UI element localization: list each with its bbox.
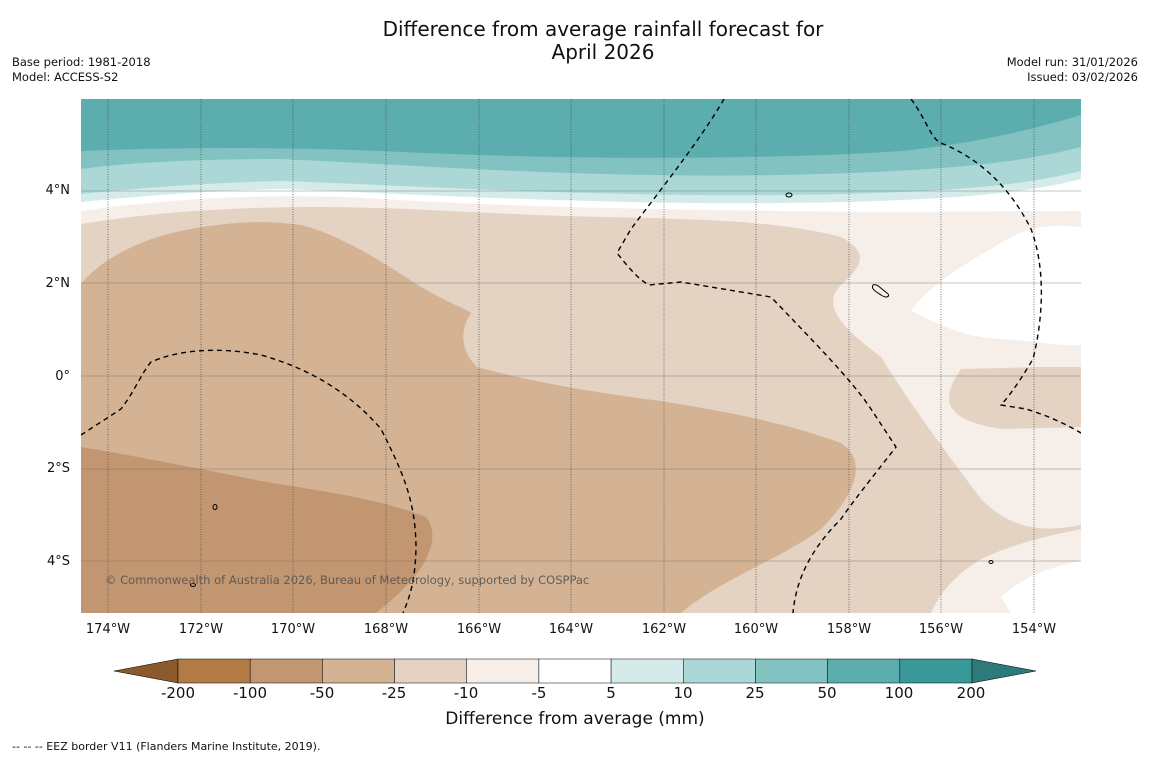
lat-label-4s: 4°S [46, 554, 70, 569]
lat-label-4n: 4°N [45, 183, 71, 198]
lon-label-174w: 174°W [85, 622, 131, 637]
lon-label-162w: 162°W [641, 622, 687, 637]
chart-title: Difference from average rainfall forecas… [0, 18, 1150, 64]
model-run-text: Model run: 31/01/2026 [1006, 55, 1138, 69]
dry-band-100 [81, 447, 433, 613]
colorbar-extend-high [971, 658, 1036, 684]
lon-label-154w: 154°W [1011, 622, 1057, 637]
lon-label-172w: 172°W [178, 622, 224, 637]
islands [190, 192, 994, 587]
colorbar-bin [466, 658, 540, 684]
colorbar-bin [755, 658, 828, 684]
colorbar-bin [394, 658, 467, 684]
colorbar-bin [610, 658, 684, 684]
model-text: Model: ACCESS-S2 [12, 70, 119, 84]
map-svg [81, 99, 1081, 613]
colorbar-extend-low [114, 658, 179, 684]
copyright-text: © Commonwealth of Australia 2026, Bureau… [105, 573, 590, 587]
issued-text: Issued: 03/02/2026 [1027, 70, 1138, 84]
neutral-patch-lower-right [1001, 561, 1081, 613]
eez-borders [81, 99, 1081, 613]
colorbar-tick: -50 [309, 684, 335, 702]
colorbar-tick: 5 [606, 684, 616, 702]
lat-label-2s: 2°S [46, 461, 70, 476]
colorbar-bin [538, 658, 612, 684]
lon-label-166w: 166°W [456, 622, 502, 637]
lon-gridlines [107, 99, 1035, 613]
title-line-2: April 2026 [551, 40, 655, 64]
colorbar-tick: -10 [453, 684, 479, 702]
lat-gridlines [81, 190, 1081, 562]
colorbar-tick: 10 [673, 684, 693, 702]
meta-right: Model run: 31/01/2026 Issued: 03/02/2026 [1007, 55, 1138, 85]
meta-left: Base period: 1981-2018 Model: ACCESS-S2 [12, 55, 151, 85]
eez-footnote: -- -- -- EEZ border V11 (Flanders Marine… [12, 740, 321, 753]
colorbar-bin [683, 658, 756, 684]
colorbar-bin [177, 658, 251, 684]
title-line-1: Difference from average rainfall forecas… [382, 17, 824, 41]
colorbar [114, 658, 1036, 684]
rainfall-map: © Commonwealth of Australia 2026, Bureau… [81, 99, 1081, 613]
base-period-text: Base period: 1981-2018 [12, 55, 151, 69]
colorbar-tick: -200 [160, 684, 196, 702]
colorbar-tick: -5 [531, 684, 547, 702]
lat-label-0: 0° [55, 369, 70, 384]
colorbar-bin [827, 658, 901, 684]
colorbar-bin [899, 658, 973, 684]
lon-label-160w: 160°W [733, 622, 779, 637]
colorbar-tick: 200 [956, 684, 986, 702]
colorbar-tick: 25 [745, 684, 765, 702]
colorbar-tick: -25 [381, 684, 407, 702]
lon-label-156w: 156°W [918, 622, 964, 637]
colorbar-bin [322, 658, 395, 684]
lon-label-168w: 168°W [363, 622, 409, 637]
lon-label-164w: 164°W [548, 622, 594, 637]
wet-band-200 [81, 99, 1081, 158]
colorbar-tick: 100 [884, 684, 914, 702]
colorbar-tick: -100 [232, 684, 268, 702]
lon-label-158w: 158°W [826, 622, 872, 637]
colorbar-label: Difference from average (mm) [445, 709, 705, 729]
colorbar-tick: 50 [817, 684, 837, 702]
colorbar-bin [249, 658, 323, 684]
lat-label-2n: 2°N [45, 276, 71, 291]
lon-label-170w: 170°W [270, 622, 316, 637]
colorbar-bins [177, 658, 973, 684]
